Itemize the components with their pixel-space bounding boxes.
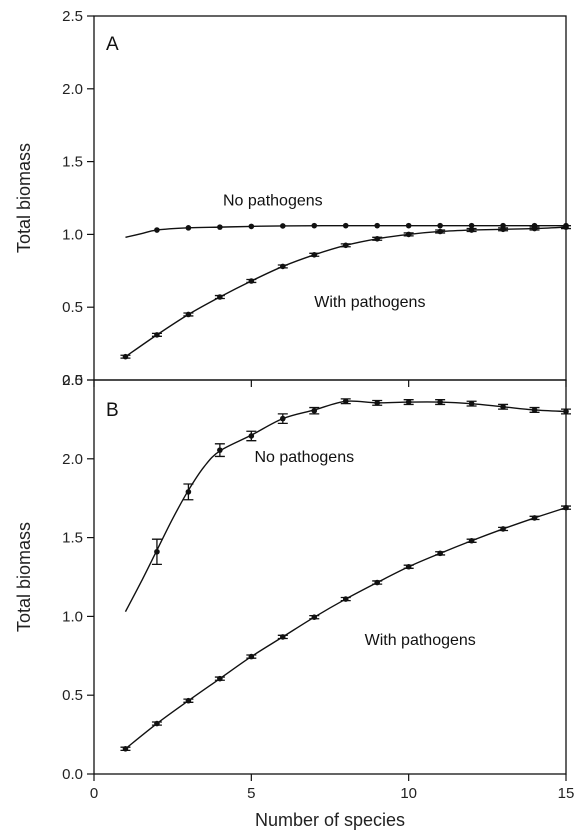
panel-a-ytick-label-0: 0.0 xyxy=(62,372,83,389)
panel-b-no-pathogens-point-11 xyxy=(500,403,506,410)
panel-a-no-pathogens-point-2 xyxy=(217,224,223,230)
panel-a-with-pathogens-point-10 xyxy=(437,228,443,235)
panel-a-ticks: 0.0 0.5 1.0 1.5 2.0 2.5 xyxy=(62,8,567,389)
panel-a-with-pathogens-point-3 xyxy=(217,294,223,300)
panel-b-no-pathogens-point-2 xyxy=(217,447,223,453)
panel-a-with-pathogens-point-12 xyxy=(500,226,506,233)
panel-b-with-pathogens-point-7 xyxy=(342,596,349,602)
panel-b-marks xyxy=(120,398,571,752)
panel-a-with-pathogens-point-7 xyxy=(342,242,349,249)
panel-b-with-pathogens-curve xyxy=(125,506,567,750)
panel-b-no-pathogens-point-0 xyxy=(154,548,160,555)
panel-b: B Total biomass 0.0 0.5 1.0 1.5 2.0 2.5 0 5 10 15… xyxy=(14,372,574,802)
panel-a-with-pathogens-point-1 xyxy=(154,332,160,338)
panel-a-annotation-0: No pathogens xyxy=(223,192,323,209)
panel-b-ytick-label-3: 1.5 xyxy=(62,530,83,547)
panel-b-no-pathogens-point-12 xyxy=(531,407,538,413)
panel-a-with-pathogens-point-14 xyxy=(563,224,569,230)
panel-b-no-pathogens-point-10 xyxy=(468,400,475,407)
panel-a-with-pathogens-point-8 xyxy=(374,235,381,242)
panel-b-no-pathogens-point-13 xyxy=(563,408,569,415)
panel-b-with-pathogens-point-8 xyxy=(374,579,381,586)
panel-a-no-pathogens-point-9 xyxy=(437,222,443,229)
panel-b-ticks: 0.0 0.5 1.0 1.5 2.0 2.5 0 5 10 15 xyxy=(62,372,574,802)
panel-b-with-pathogens-point-6 xyxy=(311,614,318,620)
panel-a-ytick-label-1: 0.5 xyxy=(62,299,83,316)
panel-a-no-pathogens-point-0 xyxy=(154,227,160,233)
panel-b-ytick-label-2: 1.0 xyxy=(62,608,83,625)
panel-b-xtick-label-0: 0 xyxy=(90,785,98,802)
panel-b-no-pathogens-point-8 xyxy=(405,399,412,405)
panel-b-with-pathogens-point-13 xyxy=(531,515,538,521)
panel-a-letter: A xyxy=(106,34,119,55)
panel-a: A Total biomass 0.0 0.5 1.0 1.5 2.0 2.5 No pa… xyxy=(14,8,571,389)
panel-b-with-pathogens-point-5 xyxy=(280,634,286,640)
panel-a-with-pathogens-point-2 xyxy=(185,311,192,318)
panel-a-annotation-1: With pathogens xyxy=(314,294,425,311)
panel-a-ylabel: Total biomass xyxy=(14,143,34,253)
panel-a-with-pathogens-point-9 xyxy=(405,231,412,238)
panel-b-no-pathogens-point-7 xyxy=(374,400,381,406)
panel-b-no-pathogens-point-4 xyxy=(280,415,286,422)
panel-a-no-pathogens-point-6 xyxy=(342,222,349,229)
panel-b-with-pathogens-point-1 xyxy=(154,720,160,727)
panel-b-no-pathogens-point-3 xyxy=(248,433,255,439)
panel-b-annotations: No pathogens With pathogens xyxy=(254,449,475,649)
panel-a-with-pathogens-point-0 xyxy=(122,353,129,360)
panel-a-with-pathogens-point-13 xyxy=(531,225,538,232)
panel-b-ytick-label-0: 0.0 xyxy=(62,766,83,783)
panel-b-with-pathogens-point-10 xyxy=(437,550,443,557)
panel-b-xtick-label-2: 10 xyxy=(400,785,417,802)
panel-a-frame xyxy=(93,15,567,381)
panel-a-with-pathogens-point-5 xyxy=(280,263,286,270)
panel-b-with-pathogens-point-14 xyxy=(563,504,569,511)
panel-a-no-pathogens-point-5 xyxy=(311,222,318,229)
panel-b-with-pathogens-point-3 xyxy=(217,675,223,682)
panel-b-ytick-label-1: 0.5 xyxy=(62,687,83,704)
panel-a-no-pathogens-point-4 xyxy=(280,223,286,229)
x-axis-label: Number of species xyxy=(255,810,405,830)
panel-b-with-pathogens-point-12 xyxy=(500,526,506,532)
panel-a-ytick-label-2: 1.0 xyxy=(62,226,83,243)
panel-b-ylabel: Total biomass xyxy=(14,522,34,632)
panel-a-no-pathogens-point-3 xyxy=(248,223,255,230)
panel-b-frame xyxy=(93,379,567,775)
panel-b-no-pathogens-point-6 xyxy=(342,398,349,405)
panel-a-ytick-label-5: 2.5 xyxy=(62,8,83,25)
panel-b-xtick-label-3: 15 xyxy=(558,785,575,802)
panel-b-no-pathogens-point-5 xyxy=(311,407,318,414)
panel-a-no-pathogens-point-1 xyxy=(185,225,192,231)
panel-a-marks xyxy=(120,222,571,360)
panel-b-ytick-label-5: 2.5 xyxy=(62,372,83,389)
panel-b-ytick-label-4: 2.0 xyxy=(62,451,83,468)
panel-a-no-pathogens-point-10 xyxy=(468,222,475,229)
panel-b-no-pathogens-point-1 xyxy=(185,489,192,495)
panel-a-with-pathogens-point-6 xyxy=(311,251,318,258)
panel-a-with-pathogens-point-11 xyxy=(468,227,475,233)
panel-a-with-pathogens-point-4 xyxy=(248,278,255,284)
panel-b-with-pathogens-point-0 xyxy=(122,745,129,752)
panel-b-letter: B xyxy=(106,400,119,421)
panel-b-no-pathogens-curve xyxy=(124,400,567,612)
panel-a-annotations: No pathogens With pathogens xyxy=(223,192,425,311)
panel-b-with-pathogens-point-9 xyxy=(405,563,412,570)
panel-a-no-pathogens-point-7 xyxy=(374,222,381,229)
panel-b-with-pathogens-point-2 xyxy=(185,697,192,704)
panel-a-ytick-label-4: 2.0 xyxy=(62,81,83,98)
panel-b-with-pathogens-point-4 xyxy=(248,653,255,660)
panel-b-xtick-label-1: 5 xyxy=(247,785,255,802)
panel-b-annotation-1: With pathogens xyxy=(365,632,476,649)
panel-b-no-pathogens-point-9 xyxy=(437,399,443,405)
panel-b-with-pathogens-point-11 xyxy=(468,537,475,544)
panel-a-ytick-label-3: 1.5 xyxy=(62,154,83,171)
panel-a-no-pathogens-point-8 xyxy=(405,222,412,229)
panel-b-annotation-0: No pathogens xyxy=(254,449,354,466)
